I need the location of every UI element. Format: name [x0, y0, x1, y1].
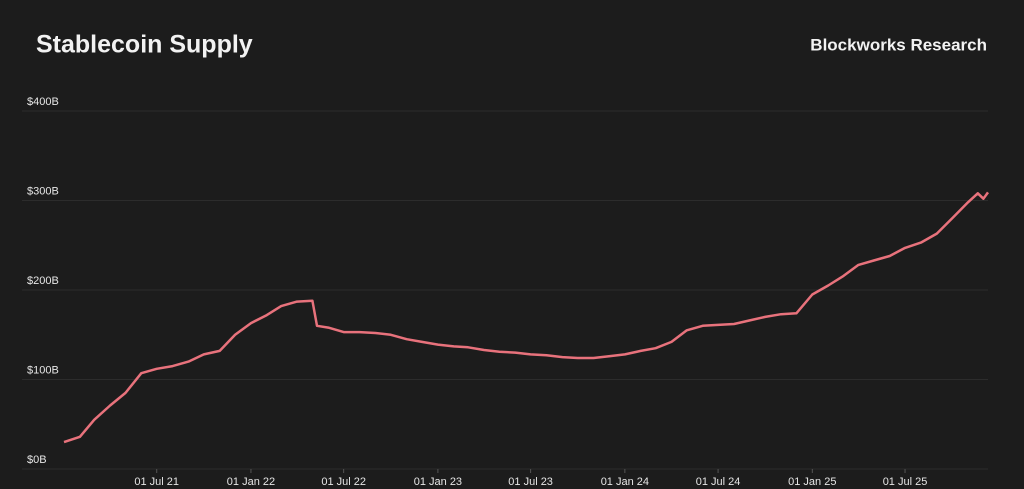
- y-tick-label: $0B: [27, 454, 47, 466]
- x-tick-label: 01 Jan 22: [227, 476, 275, 488]
- x-tick-label: 01 Jul 24: [696, 476, 741, 488]
- x-tick-label: 01 Jul 21: [134, 476, 179, 488]
- x-tick-label: 01 Jul 23: [508, 476, 553, 488]
- x-tick-label: 01 Jan 25: [788, 476, 836, 488]
- x-tick-label: 01 Jan 24: [601, 476, 649, 488]
- y-tick-label: $400B: [27, 96, 59, 108]
- source: Blockworks Research: [810, 35, 987, 54]
- x-tick-label: 01 Jan 23: [414, 476, 462, 488]
- y-tick-label: $300B: [27, 185, 59, 197]
- y-tick-label: $200B: [27, 275, 59, 287]
- line: [63, 191, 990, 444]
- y-tick-label: $100B: [27, 364, 59, 376]
- x-tick-label: 01 Jul 25: [883, 476, 928, 488]
- chart-title: Stablecoin Supply: [36, 31, 253, 59]
- x-tick-label: 01 Jul 22: [321, 476, 366, 488]
